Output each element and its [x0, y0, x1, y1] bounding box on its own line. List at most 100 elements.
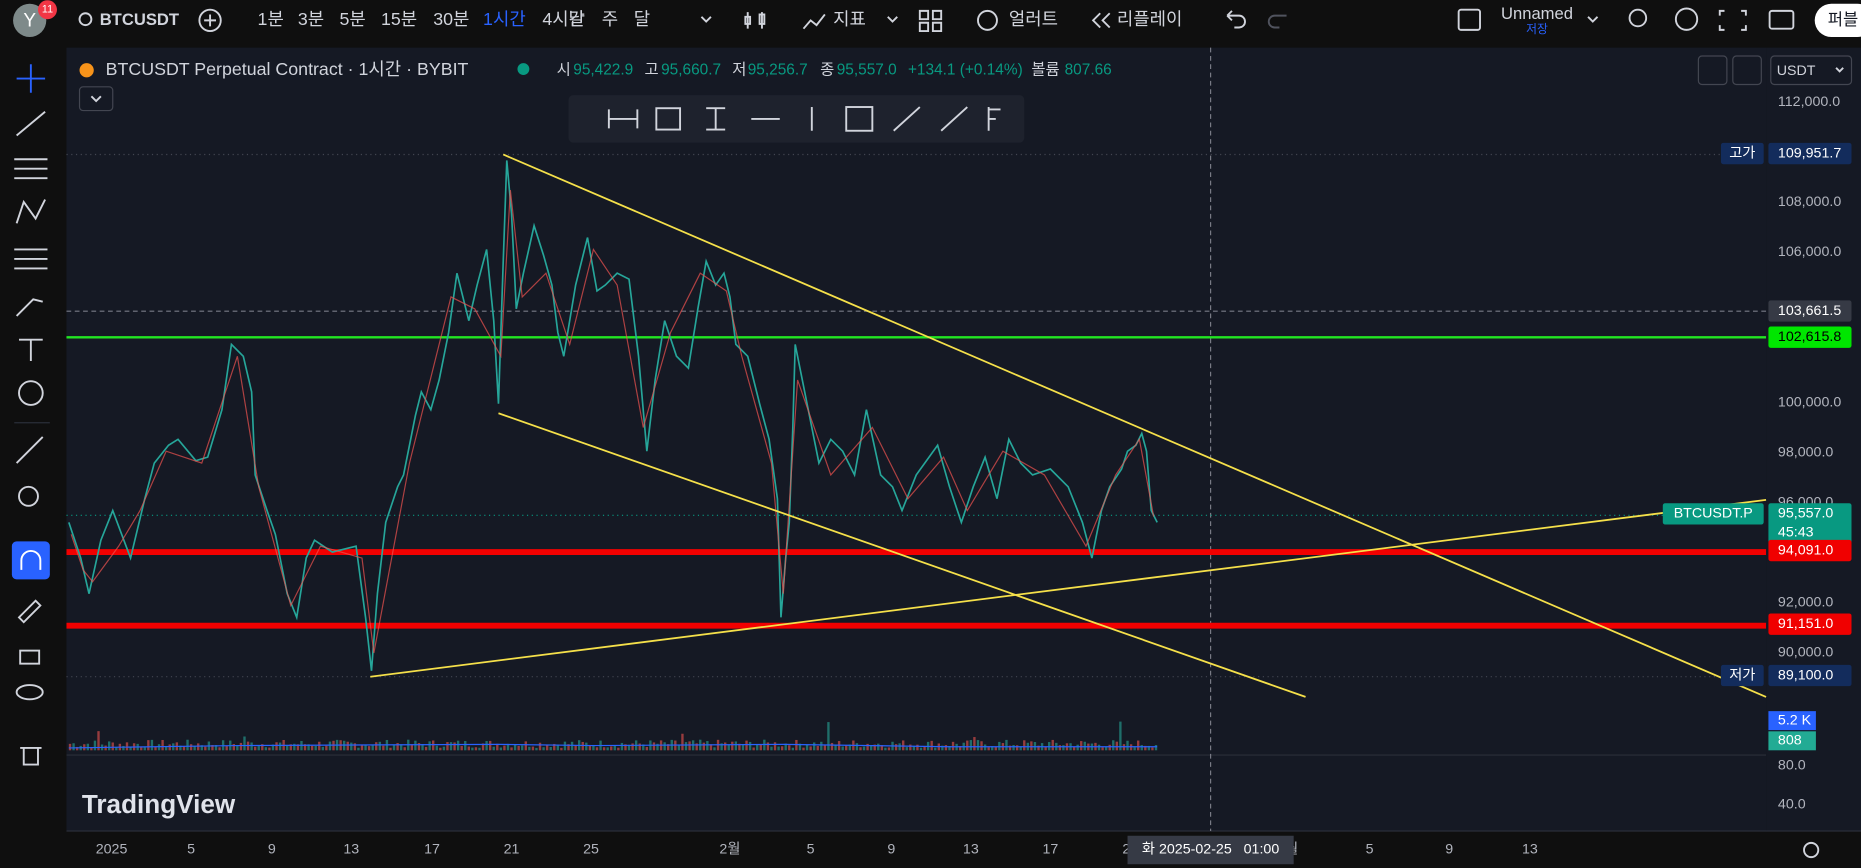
lock[interactable]	[19, 649, 41, 665]
alert-icon[interactable]	[977, 9, 998, 31]
lock-draw[interactable]	[17, 599, 42, 624]
volume-bar	[877, 743, 880, 751]
compare-button[interactable]	[1732, 55, 1762, 86]
price-tag	[1768, 326, 1852, 348]
price-label: 112,000.0	[1778, 94, 1840, 110]
crosshair-tool[interactable]	[16, 64, 46, 93]
volume-bar	[1097, 744, 1101, 751]
interval[interactable]: 날	[569, 9, 585, 29]
brush-tool[interactable]	[15, 298, 43, 317]
volume-bar	[613, 745, 616, 751]
publish[interactable]: 퍼블	[1828, 10, 1859, 29]
volume-bar	[560, 747, 563, 751]
scroll-button[interactable]	[1697, 55, 1728, 86]
volume-bar	[161, 739, 164, 751]
volume-bar	[738, 743, 741, 751]
volume-bar	[467, 746, 470, 751]
ruler-tool[interactable]	[15, 436, 44, 464]
interval[interactable]: 달	[634, 9, 650, 29]
interval[interactable]: 4시간	[542, 9, 585, 29]
text-tool[interactable]	[18, 338, 43, 362]
add-icon[interactable]	[198, 8, 222, 33]
tool[interactable]	[845, 106, 874, 132]
price-tag-value: 91,151.0	[1778, 616, 1833, 632]
collapse-legend[interactable]	[78, 86, 114, 112]
volume-bar	[271, 744, 275, 751]
interval[interactable]: 주	[602, 9, 618, 29]
volume-bar	[595, 747, 599, 751]
volume-bar	[706, 741, 709, 751]
volume-bar	[303, 744, 307, 751]
undo[interactable]	[1226, 10, 1246, 29]
replay[interactable]: 리플레이	[1117, 9, 1183, 29]
volume-bar	[866, 743, 869, 751]
volume-bar	[371, 744, 374, 751]
snapshot[interactable]	[1768, 9, 1795, 30]
interval[interactable]: 5분	[339, 9, 365, 29]
tool[interactable]	[607, 109, 639, 129]
magnet-tool[interactable]	[11, 541, 50, 580]
quick-search[interactable]	[1628, 8, 1648, 28]
indicators[interactable]: 지표	[833, 9, 866, 29]
alert[interactable]: 얼러트	[1009, 9, 1058, 29]
volume-bar	[1044, 746, 1047, 751]
chart-type-icon[interactable]	[744, 12, 766, 29]
volume-bar	[357, 747, 360, 751]
price-tag-value: 109,951.7	[1778, 145, 1841, 161]
layout-icon[interactable]	[918, 9, 943, 33]
settings[interactable]	[1674, 7, 1699, 31]
avatar-letter: Y	[23, 11, 36, 32]
trash[interactable]	[20, 746, 42, 766]
scale-settings[interactable]	[1803, 841, 1820, 859]
volume-bar	[816, 745, 819, 751]
dropdown[interactable]	[700, 16, 712, 23]
dropdown[interactable]	[1587, 16, 1599, 23]
zoom-tool[interactable]	[18, 485, 39, 507]
volume-bar	[1023, 740, 1026, 751]
replay-icon[interactable]	[1091, 12, 1111, 29]
interval[interactable]: 30분	[433, 9, 469, 29]
fullscreen[interactable]	[1718, 9, 1747, 31]
volume-ma	[68, 743, 1158, 749]
redo[interactable]	[1267, 14, 1287, 29]
fib-tool[interactable]	[14, 158, 48, 180]
interval[interactable]: 15분	[381, 9, 417, 29]
layout-name[interactable]: Unnamed	[1501, 4, 1573, 23]
volume-bar	[211, 745, 214, 751]
volume-bar	[1140, 745, 1143, 751]
currency[interactable]: USDT	[1777, 63, 1816, 79]
volume-bar	[360, 745, 364, 751]
indicator-label: 80.0	[1778, 757, 1806, 773]
indicator-icon[interactable]	[802, 13, 826, 30]
volume-tag	[1768, 711, 1816, 731]
avatar[interactable]	[13, 3, 47, 37]
emoji-tool[interactable]	[18, 380, 44, 406]
tool[interactable]	[893, 106, 1001, 132]
dropdown[interactable]	[887, 16, 898, 23]
volume-bar	[289, 744, 292, 751]
volume-bar	[293, 743, 296, 751]
symbol[interactable]: BTCUSDT	[100, 10, 179, 29]
interval[interactable]: 1분	[258, 9, 284, 29]
volume-bar	[446, 742, 449, 751]
pattern-tool[interactable]	[15, 199, 46, 224]
interval[interactable]: 1시간	[483, 9, 526, 29]
volume-bar	[663, 742, 666, 751]
publish-button[interactable]	[1814, 3, 1861, 37]
visibility[interactable]	[15, 684, 44, 701]
drawing-toolbar	[568, 95, 1025, 143]
volume-bar	[382, 745, 385, 751]
volume-bar	[68, 743, 72, 751]
volume-bar	[606, 747, 609, 751]
forecast-tool[interactable]	[14, 248, 48, 270]
layout-box[interactable]	[1457, 8, 1481, 31]
time-label: 13	[963, 842, 979, 858]
currency-select[interactable]	[1770, 55, 1853, 86]
tool[interactable]	[706, 107, 726, 131]
volume-bar	[592, 744, 595, 751]
interval[interactable]: 3분	[298, 9, 324, 29]
volume-bar	[645, 746, 649, 751]
trend-tool[interactable]	[16, 111, 46, 137]
tool[interactable]	[655, 107, 682, 131]
